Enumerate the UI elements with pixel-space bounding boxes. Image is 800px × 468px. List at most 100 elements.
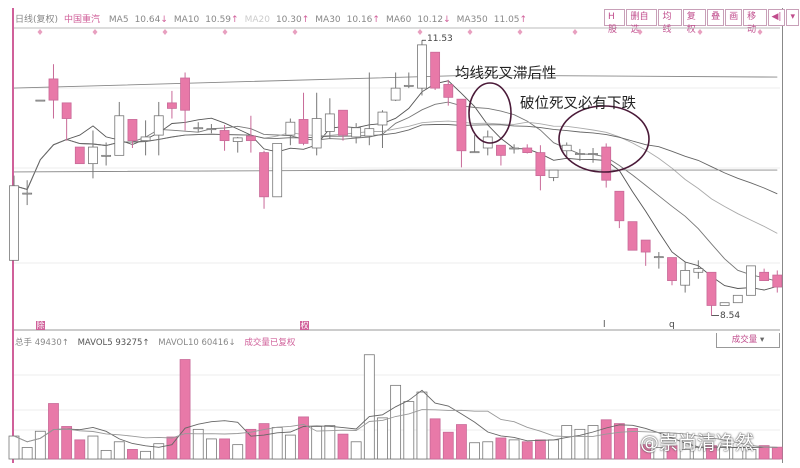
candle-body <box>101 154 112 157</box>
volume-bar <box>561 425 573 460</box>
ma-value-ma5: 10.64 <box>134 15 161 25</box>
volume-bar <box>100 449 112 460</box>
ma5-line <box>13 80 778 291</box>
toolbar-button-4[interactable]: 叠 <box>707 9 725 26</box>
ex-right-marker[interactable]: 除 <box>36 321 45 330</box>
candle-body <box>456 98 467 152</box>
volume-bar <box>627 427 638 460</box>
volume-bar <box>324 425 336 460</box>
period-label: 日线(复权) <box>15 15 59 25</box>
candle-body <box>206 128 217 131</box>
ma30-line <box>13 124 778 195</box>
candle-body <box>403 84 414 87</box>
ma-label-ma20: MA20 <box>244 15 270 25</box>
mavol10-line <box>13 409 778 448</box>
info-marker-icon <box>162 29 168 35</box>
candle-body <box>48 78 59 101</box>
indicator-dropdown[interactable]: 成交量 ▾ <box>716 333 780 348</box>
ex-right-marker[interactable]: 权 <box>300 321 309 330</box>
info-marker-icon <box>757 29 763 35</box>
volume-bar <box>771 446 783 460</box>
candle-body <box>746 265 756 296</box>
volume-bar <box>653 447 665 460</box>
volume-bar <box>758 445 770 460</box>
chevron-down-icon: ▾ <box>759 335 765 345</box>
toolbar-button-3[interactable]: 复权 <box>682 9 707 35</box>
candle-body <box>180 77 190 111</box>
volume-bar <box>61 426 73 460</box>
toolbar-button-0[interactable]: H股 <box>604 9 626 35</box>
candle-body <box>535 152 546 177</box>
volume-bar <box>666 445 678 460</box>
volume-bar <box>456 424 467 460</box>
candle-body <box>706 271 717 306</box>
candle-body <box>35 99 46 102</box>
volume-bar <box>574 428 586 460</box>
volume-bar <box>363 354 375 460</box>
volume-bar <box>179 359 191 460</box>
candle-body <box>364 128 375 137</box>
candle-body <box>298 119 309 144</box>
info-marker-icon <box>517 29 523 35</box>
volume-bar <box>166 436 178 460</box>
candle-body <box>653 256 664 259</box>
mavol5-value: MAVOL5 93275↑ <box>77 338 150 348</box>
candle-body <box>509 147 519 150</box>
candle-body <box>759 271 770 281</box>
toolbar-button-7[interactable]: ◀| <box>767 9 786 26</box>
annotation-ma-deathcross-lag: 均线死叉滞后性 <box>455 66 557 82</box>
volume-bar <box>113 441 125 460</box>
candle-body <box>272 142 283 198</box>
volume-bar <box>745 449 757 460</box>
high-price-label: 11.53 <box>427 34 453 44</box>
candle-body <box>390 87 401 101</box>
volume-bar <box>587 425 599 460</box>
toolbar-button-1[interactable]: 删自选 <box>626 9 658 35</box>
volume-bar <box>469 442 481 460</box>
toolbar-button-5[interactable]: 画 <box>725 9 743 26</box>
toolbar-button-6[interactable]: 移动 <box>743 9 767 35</box>
ma-value-ma20: 10.30 <box>275 15 302 25</box>
candle-body <box>22 192 33 195</box>
highlight-circle <box>558 105 650 173</box>
candle-body <box>377 111 388 126</box>
toolbar-button-8[interactable]: ▾ <box>786 9 799 26</box>
volume-bar <box>34 430 46 460</box>
ma-label-ma60: MA60 <box>385 15 412 25</box>
volume-bar <box>548 439 559 460</box>
ma-arrow: ↑ <box>372 15 380 25</box>
watermark: @崇尚清净然 <box>640 432 755 454</box>
volume-bar <box>640 444 652 460</box>
candle-body <box>153 115 164 136</box>
candle-body <box>469 151 480 154</box>
volume-bar <box>350 441 362 460</box>
volume-bar <box>245 428 257 460</box>
candle-body <box>732 294 743 304</box>
volume-bar <box>298 416 309 460</box>
ma-arrow: ↓ <box>160 15 168 25</box>
info-marker-icon <box>572 29 578 35</box>
volume-adjusted-note: 成交量已复权 <box>244 338 296 348</box>
info-marker-icon <box>467 29 473 35</box>
volume-bar <box>416 391 428 460</box>
volume-header: 总手 49430↑ MAVOL5 93275↑ MAVOL10 60416↓ 成… <box>15 336 301 348</box>
ma-value-ma60: 10.12 <box>417 15 444 25</box>
ma-arrow: ↓ <box>443 15 451 25</box>
volume-bar <box>311 426 323 460</box>
toolbar-button-2[interactable]: 均线 <box>658 9 682 35</box>
volume-bar <box>482 441 494 460</box>
volume-bar <box>8 435 20 460</box>
volume-bar <box>521 441 533 460</box>
event-marker[interactable]: q <box>669 320 675 330</box>
event-marker[interactable]: l <box>603 320 606 330</box>
volume-bar <box>692 447 704 460</box>
ma-arrow: ↑ <box>301 15 310 25</box>
info-marker-icon <box>222 29 228 35</box>
candle-body <box>667 257 677 281</box>
volume-bar <box>140 450 152 460</box>
candle-body <box>548 169 559 178</box>
candle-body <box>601 146 612 181</box>
candle-body <box>443 84 454 98</box>
annotation-breakdown-deathcross: 破位死叉必有下跌 <box>520 96 636 112</box>
